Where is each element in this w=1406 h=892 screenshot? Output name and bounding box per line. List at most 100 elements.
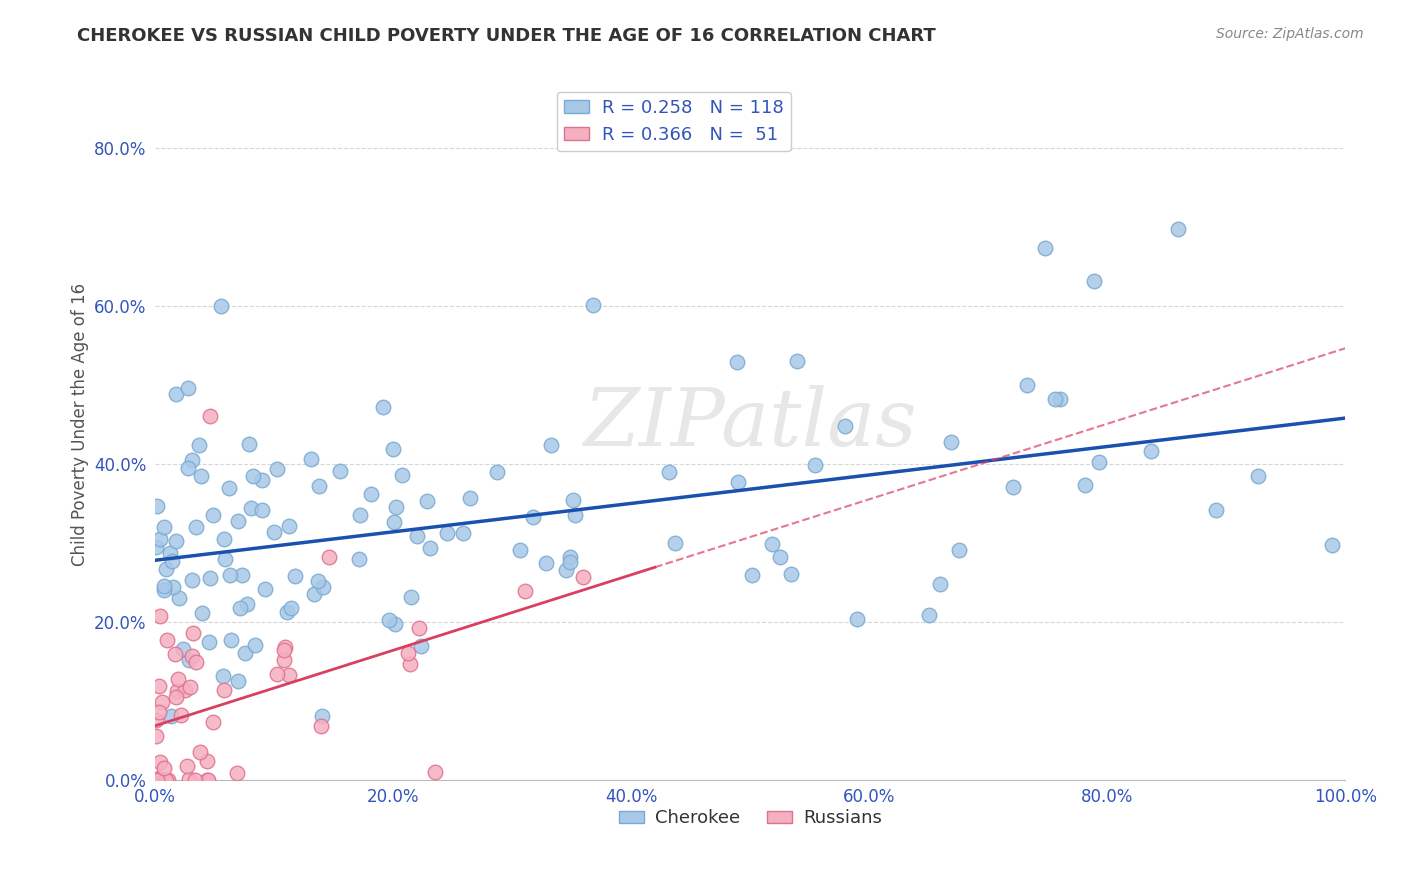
Point [1247,469,1270,483]
Point [416,494,439,508]
Point [169,708,191,723]
Point [148,772,170,787]
Point [401,590,423,604]
Point [349,508,371,522]
Point [408,621,430,635]
Point [280,601,302,615]
Point [307,574,329,588]
Point [226,766,249,780]
Point [152,583,174,598]
Point [276,605,298,619]
Point [209,299,232,313]
Point [238,437,260,451]
Point [385,500,408,514]
Point [250,503,273,517]
Point [148,705,170,719]
Text: CHEROKEE VS RUSSIAN CHILD POVERTY UNDER THE AGE OF 16 CORRELATION CHART: CHEROKEE VS RUSSIAN CHILD POVERTY UNDER … [77,27,936,45]
Point [391,468,413,483]
Point [277,519,299,533]
Point [761,536,783,550]
Point [273,642,295,657]
Point [180,453,202,467]
Point [779,567,801,582]
Point [233,646,256,660]
Point [145,540,167,554]
Point [219,633,242,648]
Point [149,755,172,769]
Point [741,568,763,582]
Point [242,468,264,483]
Point [155,772,177,787]
Point [186,519,208,533]
Point [266,667,288,681]
Point [928,577,950,591]
Point [1083,274,1105,288]
Point [202,714,225,729]
Point [273,640,295,654]
Point [1320,538,1343,552]
Point [311,709,333,723]
Point [304,587,326,601]
Point [1205,503,1227,517]
Point [197,772,219,787]
Point [396,646,419,660]
Point [582,298,605,312]
Point [200,571,222,585]
Point [347,551,370,566]
Point [405,529,427,543]
Point [558,549,581,564]
Point [1049,392,1071,407]
Point [263,525,285,540]
Point [250,473,273,487]
Point [159,709,181,723]
Point [277,668,299,682]
Text: ZIPatlas: ZIPatlas [583,385,917,463]
Point [167,591,190,605]
Point [273,653,295,667]
Point [409,639,432,653]
Point [166,684,188,698]
Point [371,400,394,414]
Point [165,647,187,661]
Point [1015,378,1038,392]
Point [562,493,585,508]
Point [148,532,170,546]
Point [145,713,167,727]
Point [311,719,333,733]
Point [152,761,174,775]
Point [1167,222,1189,236]
Point [1088,455,1111,469]
Point [536,556,558,570]
Point [423,765,446,780]
Point [522,509,544,524]
Point [165,386,187,401]
Point [146,499,169,513]
Point [1140,444,1163,458]
Point [1001,479,1024,493]
Point [1074,477,1097,491]
Point [419,541,441,556]
Point [153,519,176,533]
Point [198,409,221,424]
Point [190,469,212,483]
Point [834,419,856,434]
Point [181,573,204,587]
Point [664,536,686,550]
Point [845,612,868,626]
Point [231,568,253,582]
Point [146,772,169,787]
Point [266,461,288,475]
Point [360,486,382,500]
Point [941,435,963,450]
Point [212,683,235,698]
Point [184,772,207,787]
Point [381,442,404,456]
Point [378,613,401,627]
Point [162,580,184,594]
Point [148,679,170,693]
Text: Source: ZipAtlas.com: Source: ZipAtlas.com [1216,27,1364,41]
Point [725,354,748,368]
Point [727,475,749,489]
Point [254,582,277,596]
Point [513,583,536,598]
